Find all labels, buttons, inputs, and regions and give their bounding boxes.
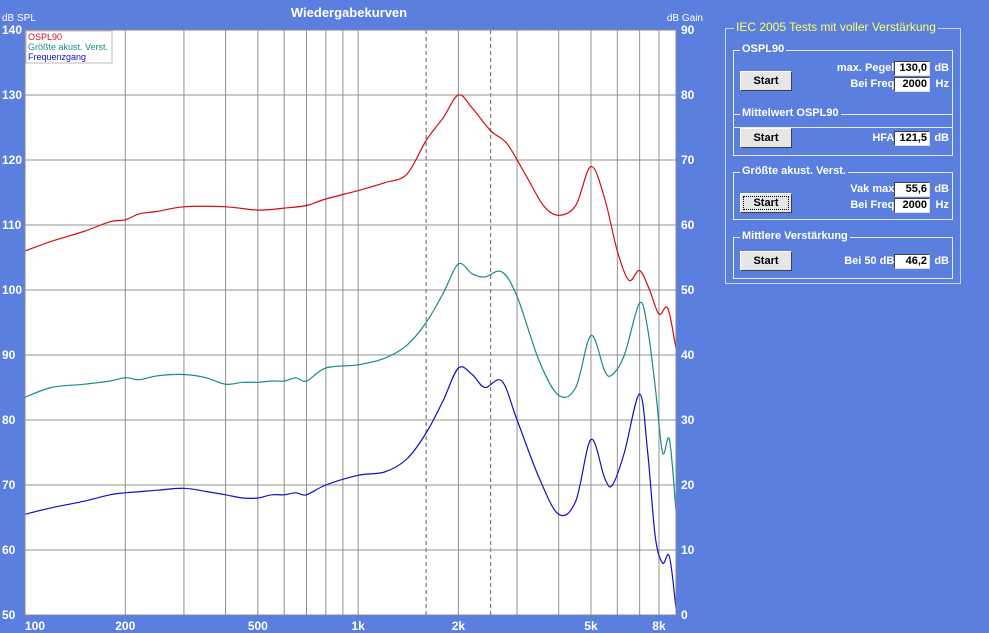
y2-tick-label: 0 [681,608,688,622]
y-axis-label: dB SPL [2,13,36,24]
vak-max-label: Vak max: [850,183,898,195]
iec-test-panel: IEC 2005 Tests mit voller Verstärkung OS… [725,20,961,284]
tick-labels: 50 60 70 80 90 100 110 120 130 140 0 10 20 30 40 50 60 70… [2,23,695,633]
ospl90-group-title: OSPL90 [740,43,787,55]
y2-tick-label: 30 [681,413,695,427]
y-tick-label: 120 [2,153,22,167]
y2-tick-label: 50 [681,283,695,297]
y2-axis-label: dB Gain [667,13,703,24]
mean-gain-group: Mittlere Verstärkung Start Bei 50 dB: 46… [733,230,953,279]
y2-tick-label: 10 [681,543,695,557]
gain-at-50db-label: Bei 50 dB: [844,255,898,267]
max-level-freq-label: Bei Freq: [850,78,898,90]
y-tick-label: 130 [2,88,22,102]
x-tick-label: 2k [452,619,466,633]
max-level-freq-value: 2000 [894,77,930,92]
vak-freq-label: Bei Freq: [850,199,898,211]
y2-tick-label: 70 [681,153,695,167]
plot-area [25,30,676,615]
legend-item-gr-te-akust-verst: Größte akust. Verst. [28,42,108,52]
x-tick-label: 100 [25,619,45,633]
y2-tick-label: 80 [681,88,695,102]
plot-border [24,29,677,616]
vak-max-value: 55,6 [894,182,930,197]
max-level-label: max. Pegel: [836,62,898,74]
y-tick-label: 50 [2,608,16,622]
hfa-value: 121,5 [894,131,930,146]
mean-ospl90-start-button[interactable]: Start [740,128,792,148]
max-gain-group: Größte akust. Verst. Start Vak max: 55,6… [733,165,953,220]
ospl90-start-button[interactable]: Start [740,71,792,91]
gain-at-50db-unit: dB [934,255,949,267]
max-level-freq-unit: Hz [935,78,949,90]
x-tick-label: 5k [584,619,598,633]
y-tick-label: 80 [2,413,16,427]
series-line-frequenzgang [24,366,677,609]
vak-max-unit: dB [934,183,949,195]
x-tick-label: 8k [652,619,666,633]
mean-ospl90-group-title: Mittelwert OSPL90 [740,107,841,119]
y-tick-label: 100 [2,283,22,297]
gain-at-50db-value: 46,2 [894,254,930,269]
max-gain-group-title: Größte akust. Verst. [740,165,848,177]
mean-ospl90-group: Mittelwert OSPL90 Start HFA: 121,5 dB [733,107,953,156]
mean-gain-start-button[interactable]: Start [740,251,792,271]
x-tick-label: 500 [248,619,268,633]
x-tick-label: 1k [351,619,365,633]
max-gain-start-button[interactable]: Start [740,193,792,213]
y-tick-label: 140 [2,23,22,37]
y2-tick-label: 60 [681,218,695,232]
y-tick-label: 90 [2,348,16,362]
ospl90-group: OSPL90 Start max. Pegel: 130,0 dB Bei Fr… [733,43,953,128]
hfa-label: HFA: [872,132,898,144]
hfa-unit: dB [934,132,949,144]
panel-title: IEC 2005 Tests mit voller Verstärkung [734,20,938,34]
y2-tick-label: 20 [681,478,695,492]
y-tick-label: 110 [2,218,22,232]
legend-item-ospl90: OSPL90 [28,32,62,42]
series-line-gr-te-akust-verst [24,262,677,512]
y-tick-label: 60 [2,543,16,557]
max-level-unit: dB [934,62,949,74]
legend-item-frequenzgang: Frequenzgang [28,52,86,62]
vak-freq-value: 2000 [894,198,930,213]
series-line-ospl90 [24,94,677,349]
y2-tick-label: 90 [681,23,695,37]
chart-title: Wiedergabekurven [291,5,407,20]
x-tick-label: 200 [115,619,135,633]
max-level-value: 130,0 [894,61,930,76]
y-tick-label: 70 [2,478,16,492]
series-lines [24,94,677,609]
mean-gain-group-title: Mittlere Verstärkung [740,230,850,242]
y2-tick-label: 40 [681,348,695,362]
vak-freq-unit: Hz [935,199,949,211]
legend-box [25,30,113,64]
